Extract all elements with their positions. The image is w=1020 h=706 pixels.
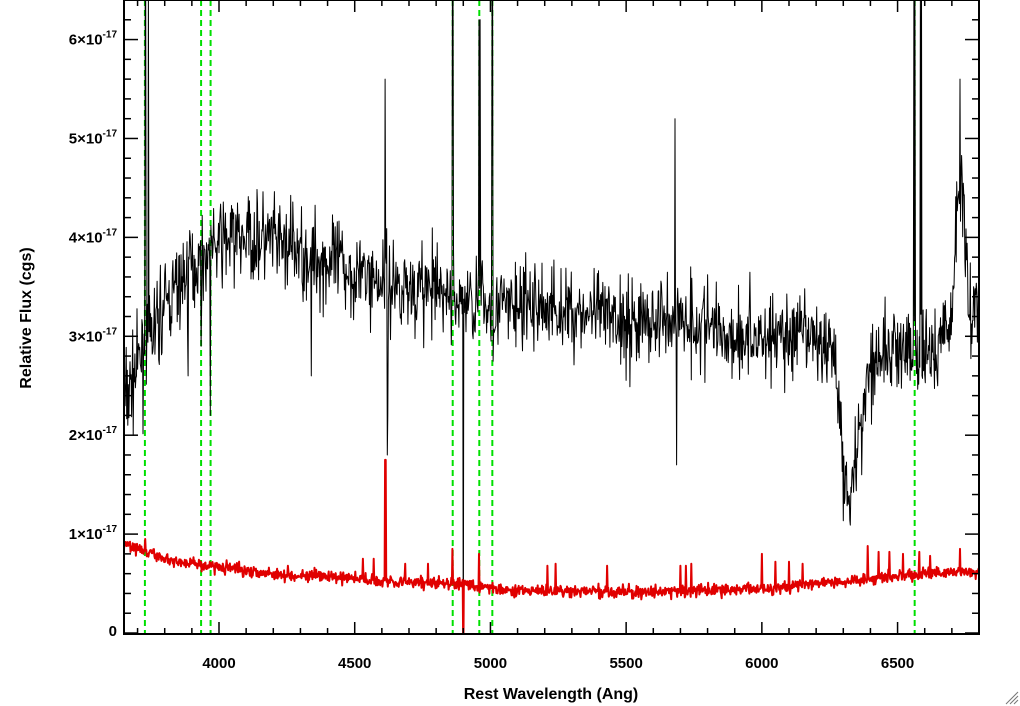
y-tick-label: 5×10-17 — [69, 128, 118, 147]
series-layer — [124, 0, 979, 634]
y-axis-title: Relative Flux (cgs) — [18, 247, 35, 388]
error-series-line — [124, 458, 979, 634]
x-tick-label: 6500 — [881, 655, 914, 672]
resize-grip-icon[interactable] — [1005, 691, 1019, 705]
x-tick-label: 5500 — [609, 655, 642, 672]
x-tick-label: 6000 — [745, 655, 778, 672]
x-tick-label: 5000 — [474, 655, 507, 672]
y-tick-label: 6×10-17 — [69, 30, 118, 49]
x-axis-title: Rest Wavelength (Ang) — [464, 686, 639, 703]
y-tick-label: 4×10-17 — [69, 227, 118, 246]
tick-labels: 4000 4500 5000 5500 6000 6500 0 1×10-17 2×10-17 3… — [69, 30, 915, 672]
spectrum-series-line — [124, 0, 979, 634]
y-tick-label: 2×10-17 — [69, 425, 118, 444]
y-tick-label: 1×10-17 — [69, 524, 118, 543]
x-tick-label: 4500 — [338, 655, 371, 672]
y-tick-label: 0 — [109, 623, 117, 640]
y-tick-label: 3×10-17 — [69, 326, 118, 345]
x-tick-label: 4000 — [202, 655, 235, 672]
axis-ticks — [124, 0, 980, 634]
